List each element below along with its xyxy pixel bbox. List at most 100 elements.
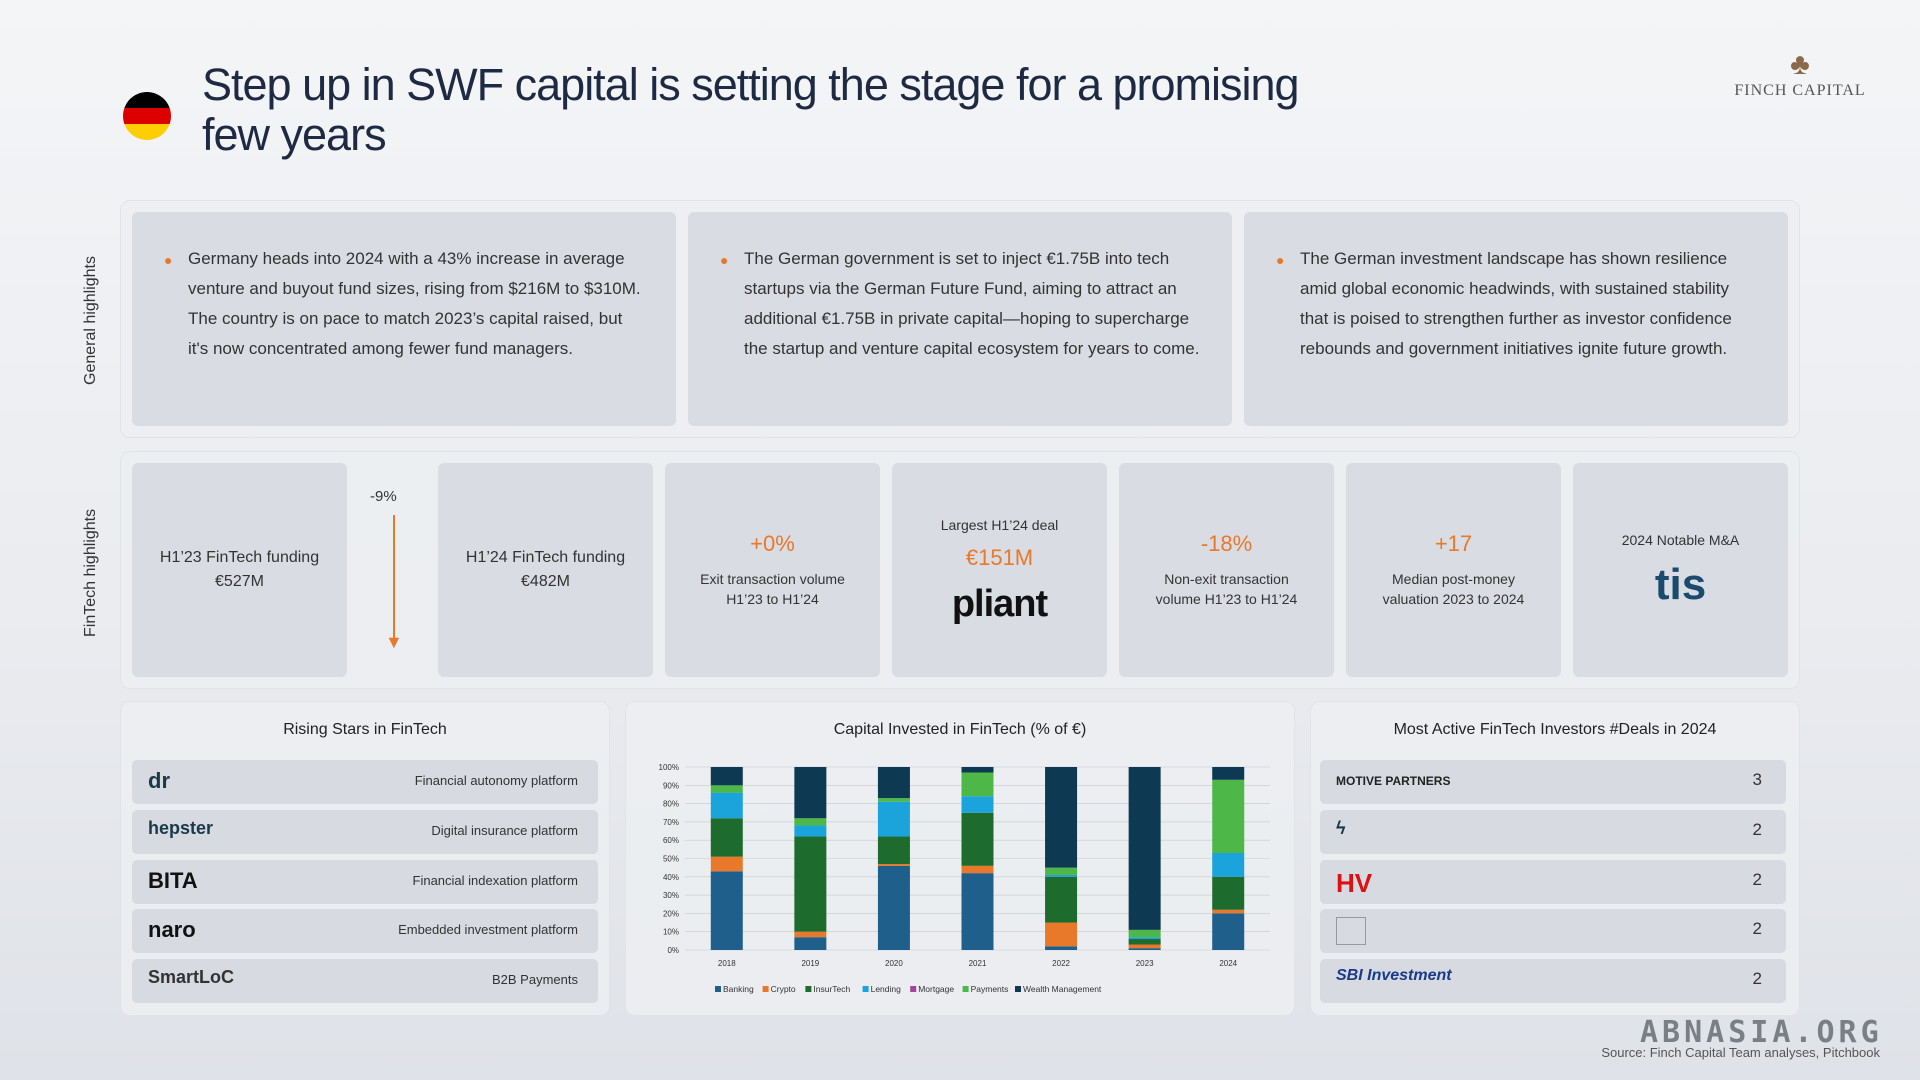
bar-segment	[710, 767, 743, 786]
tree-icon: ♣	[1790, 48, 1810, 81]
legend-swatch	[910, 986, 917, 992]
bar-segment	[877, 801, 910, 837]
bar-segment	[1045, 922, 1078, 947]
bar-segment	[877, 798, 910, 802]
legend-swatch	[762, 986, 769, 992]
bar-segment	[1128, 929, 1161, 938]
list-item: 2	[1320, 909, 1786, 953]
x-tick-label: 2019	[801, 959, 819, 968]
bar-segment	[1212, 913, 1245, 950]
y-tick-label: 30%	[663, 891, 679, 900]
list-item: MOTIVE PARTNERS 3	[1320, 760, 1786, 804]
bar-segment	[710, 785, 743, 793]
bar-segment	[877, 863, 910, 866]
bar-segment	[1045, 946, 1078, 950]
bar-segment	[710, 871, 743, 950]
watermark: ABNASIA.ORG	[1640, 1015, 1883, 1050]
largest-deal-card: Largest H1’24 deal €151M pliant	[892, 463, 1107, 677]
legend-swatch	[1015, 986, 1021, 992]
legend-label: Mortgage	[918, 984, 954, 994]
legend-label: Banking	[723, 984, 754, 994]
median-valuation-card: +17 Median post-money valuation 2023 to 2…	[1346, 463, 1561, 677]
bar-segment	[1045, 874, 1078, 877]
h124-funding-card: H1’24 FinTech funding €482M	[438, 463, 653, 677]
bar-segment	[1045, 876, 1078, 923]
lakestar-logo-icon	[1336, 917, 1366, 945]
legend-swatch	[715, 986, 721, 992]
bar-segment	[877, 836, 910, 864]
legend-swatch	[862, 986, 869, 992]
motive-partners-logo: MOTIVE PARTNERS	[1336, 774, 1451, 788]
notable-ma-card: 2024 Notable M&A tis	[1573, 463, 1788, 677]
down-arrow-icon	[393, 515, 395, 645]
bar-segment	[1128, 948, 1161, 950]
bar-segment	[1045, 867, 1078, 875]
bar-segment	[1128, 937, 1161, 940]
legend-label: InsurTech	[813, 984, 850, 994]
bar-segment	[1212, 876, 1245, 910]
tis-logo: tis	[1654, 560, 1707, 609]
general-highlights-label: General highlights	[82, 256, 99, 385]
x-tick-label: 2023	[1136, 959, 1154, 968]
funding-change: -9%	[370, 488, 397, 505]
bar-segment	[961, 772, 994, 797]
list-item: naro Embedded investment platform	[132, 909, 598, 953]
bar-segment	[1128, 767, 1161, 930]
y-tick-label: 0%	[667, 946, 679, 955]
page-title: Step up in SWF capital is setting the st…	[202, 59, 1300, 160]
legend-swatch	[805, 986, 812, 992]
investor-logo-icon: ϟ	[1336, 818, 1346, 838]
highlight-card-2: ● The German government is set to inject …	[688, 212, 1232, 426]
legend-label: Wealth Management	[1023, 984, 1102, 994]
dr-logo: dr	[148, 768, 170, 793]
bar-segment	[961, 767, 994, 773]
bar-segment	[794, 836, 827, 932]
h123-funding-card: H1’23 FinTech funding €527M	[132, 463, 347, 677]
germany-flag-icon	[123, 92, 171, 140]
bar-segment	[1128, 939, 1161, 945]
fintech-highlights-label: FinTech highlights	[82, 508, 99, 637]
bar-segment	[961, 865, 994, 874]
bar-segment	[1128, 944, 1161, 949]
legend-swatch	[962, 986, 969, 992]
sbi-investment-logo: SBI Investment	[1336, 967, 1452, 984]
y-tick-label: 80%	[663, 800, 679, 809]
x-tick-label: 2018	[718, 959, 736, 968]
y-tick-label: 100%	[659, 763, 679, 772]
source-note: Source: Finch Capital Team analyses, Pit…	[1601, 1045, 1880, 1060]
hepster-logo: hepster	[148, 818, 214, 838]
bar-segment	[794, 937, 827, 950]
y-tick-label: 10%	[663, 928, 679, 937]
bar-segment	[710, 818, 743, 857]
bar-segment	[961, 812, 994, 866]
pliant-logo: pliant	[951, 582, 1048, 625]
highlight-card-3: ● The German investment landscape has sho…	[1244, 212, 1788, 426]
bar-segment	[794, 767, 827, 819]
y-tick-label: 20%	[663, 909, 679, 918]
bar-segment	[794, 818, 827, 826]
list-item: dr Financial autonomy platform	[132, 760, 598, 804]
bar-segment	[1212, 779, 1245, 854]
chart-title: Capital Invested in FinTech (% of €)	[833, 721, 1087, 738]
naro-logo: naro	[148, 917, 196, 942]
bar-segment	[1212, 853, 1245, 877]
exit-volume-card: +0% Exit transaction volume H1’23 to H1’2…	[665, 463, 880, 677]
x-tick-label: 2021	[969, 959, 987, 968]
smartloc-logo: SmartLoC	[148, 967, 235, 987]
hv-capital-logo: HV	[1336, 868, 1373, 898]
list-item: HV 2	[1320, 860, 1786, 904]
bar-segment	[1212, 767, 1245, 780]
y-tick-label: 70%	[663, 818, 679, 827]
bar-segment	[961, 796, 994, 813]
y-tick-label: 50%	[663, 855, 679, 864]
finch-capital-logo: ♣ FINCH CAPITAL	[1725, 48, 1875, 108]
bar-segment	[710, 792, 743, 819]
bar-segment	[1212, 909, 1245, 914]
list-item: SBI Investment 2	[1320, 959, 1786, 1003]
bar-segment	[961, 873, 994, 950]
legend-label: Lending	[871, 984, 902, 994]
bar-segment	[710, 856, 743, 872]
rising-stars-title: Rising Stars in FinTech	[283, 721, 447, 738]
bar-segment	[1045, 767, 1078, 868]
